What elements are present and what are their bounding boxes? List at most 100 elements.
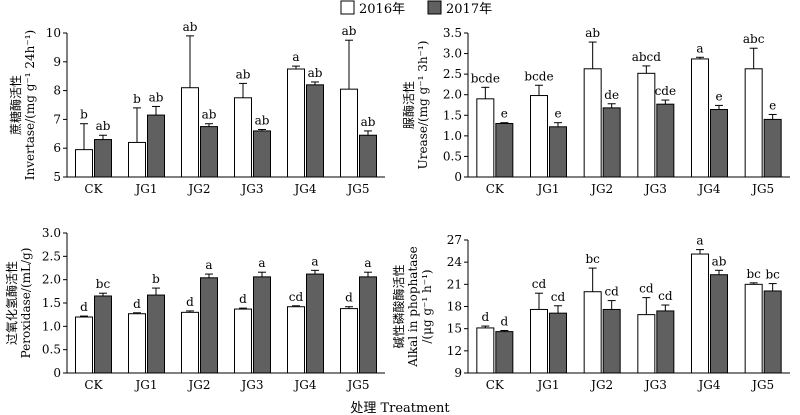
y-axis-title-cn: 脲酶活性: [401, 81, 416, 129]
bar-2016: [75, 149, 93, 178]
significance-label: d: [186, 295, 194, 309]
x-tick-label: JG2: [589, 378, 613, 392]
bar-2016: [234, 97, 252, 178]
x-tick-label: JG5: [750, 182, 774, 196]
bar-2016: [476, 327, 495, 374]
bar-2016: [181, 311, 199, 374]
significance-label: ab: [255, 113, 270, 127]
significance-label: e: [715, 89, 722, 103]
x-tick-label: JG3: [643, 378, 667, 392]
significance-label: abcd: [632, 50, 662, 64]
significance-label: a: [364, 256, 371, 270]
significance-label: cd: [532, 277, 547, 291]
significance-label: d: [500, 315, 508, 329]
y-axis-title-cn: 过氧化氢酶活性: [4, 261, 19, 345]
y-tick-label: 6: [53, 141, 61, 155]
significance-label: e: [554, 107, 561, 121]
bar-2016: [637, 314, 656, 374]
y-tick-label: 1.5: [42, 296, 61, 310]
significance-label: d: [133, 297, 141, 311]
legend-label-2017: 2017年: [446, 2, 492, 17]
x-tick-label: CK: [486, 182, 505, 196]
y-tick-label: 24: [447, 255, 463, 269]
significance-label: cd: [639, 282, 654, 296]
bar-2017: [94, 295, 112, 374]
x-tick-label: JG4: [292, 378, 316, 392]
y-tick-label: 0: [454, 170, 462, 184]
significance-label: a: [205, 258, 212, 272]
bar-2017: [94, 139, 112, 178]
significance-label: ab: [342, 24, 357, 38]
y-tick-label: 3.5: [443, 26, 462, 40]
y-tick-label: 3.0: [443, 47, 462, 61]
x-tick-label: JG2: [589, 182, 613, 196]
bar-2017: [200, 126, 218, 178]
y-axis-title-en: Alkal in phophatase: [406, 246, 420, 367]
y-tick-label: 1.0: [443, 129, 462, 143]
y-tick-label: 2.5: [443, 67, 462, 81]
significance-label: d: [239, 292, 247, 306]
significance-label: a: [696, 41, 703, 55]
x-tick-label: JG2: [186, 182, 210, 196]
x-tick-label: CK: [486, 378, 505, 392]
significance-label: bc: [96, 277, 111, 291]
bar-2017: [656, 103, 675, 178]
y-axis-title-cn: 蔗糖酶活性: [8, 75, 23, 135]
bar-2016: [583, 68, 602, 178]
y-tick-label: 2.0: [443, 88, 462, 102]
significance-label: cd: [289, 290, 304, 304]
panel-phosphatase: 9 12 15 18 21 24 27 碱性磷酸酶活性 Alkal in phophatase /…: [391, 233, 790, 392]
significance-label: cd: [604, 285, 619, 299]
bar-2017: [710, 109, 728, 178]
bar-2017: [656, 310, 675, 374]
bar-2017: [147, 114, 165, 178]
bar-2017: [763, 290, 782, 374]
significance-label: b: [152, 272, 160, 286]
significance-label: a: [258, 256, 265, 270]
significance-label: d: [80, 300, 88, 314]
bar-2017: [359, 276, 377, 374]
y-tick-label: 3.0: [42, 226, 61, 240]
x-tick-label: JG1: [535, 378, 559, 392]
panel-peroxidase: 0 0.5 1.0 1.5 2.0 2.5 3.0 过氧化氢酶活性 Peroxidase/(mL…: [4, 226, 385, 392]
x-tick-label: CK: [84, 378, 103, 392]
y-tick-label: 2.0: [42, 273, 61, 287]
bar-2016: [340, 88, 358, 178]
bar-2016: [287, 68, 305, 178]
bar-2016: [287, 306, 305, 374]
bar-2016: [637, 72, 656, 178]
significance-label: bcde: [524, 69, 553, 83]
bar-2017: [602, 308, 621, 374]
x-tick-label: JG1: [535, 182, 559, 196]
x-tick-label: JG5: [345, 182, 369, 196]
significance-label: ab: [202, 108, 217, 122]
bar-2016: [691, 58, 709, 178]
significance-label: de: [604, 88, 619, 102]
x-tick-label: CK: [84, 182, 103, 196]
bar-2017: [147, 294, 165, 374]
x-tick-label: JG4: [696, 182, 720, 196]
y-tick-label: 0.5: [443, 149, 462, 163]
y-tick-label: 27: [447, 233, 462, 247]
bar-2016: [744, 68, 763, 178]
significance-label: cd: [551, 290, 566, 304]
legend-swatch-2016: [340, 0, 355, 15]
bar-2017: [253, 130, 271, 178]
bar-2016: [744, 283, 763, 374]
bar-2017: [306, 84, 324, 178]
significance-label: ab: [308, 66, 323, 80]
bar-2017: [200, 277, 218, 374]
significance-label: ab: [361, 115, 376, 129]
y-tick-label: 21: [447, 277, 462, 291]
y-axis-title-en: Urease/(mg g⁻¹ 3h⁻¹): [416, 41, 430, 170]
y-axis-title-en-unit: /(μg g⁻¹ h⁻¹): [420, 269, 434, 343]
legend-swatch-2017: [427, 0, 442, 15]
significance-label: abc: [743, 32, 765, 46]
y-tick-label: 0.5: [42, 343, 61, 357]
bar-2016: [128, 313, 146, 374]
bar-2017: [710, 274, 728, 374]
x-tick-label: JG1: [133, 378, 157, 392]
x-axis-title: 处理 Treatment: [350, 401, 450, 415]
significance-label: cde: [655, 84, 677, 98]
